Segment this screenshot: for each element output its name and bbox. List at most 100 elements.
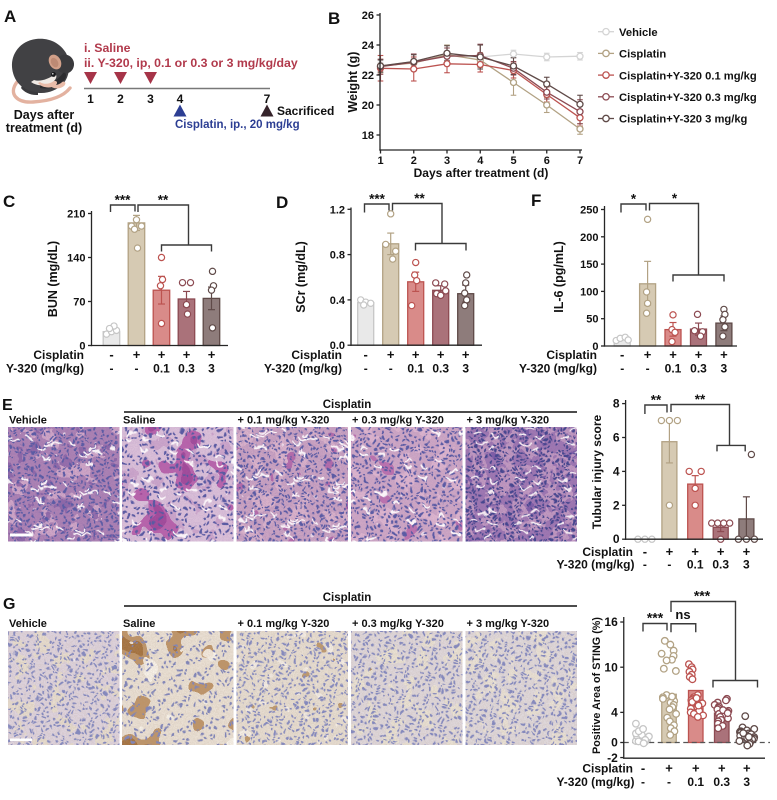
svg-text:+ 0.3 mg/kg Y-320: + 0.3 mg/kg Y-320 [352, 415, 444, 427]
svg-text:-: - [135, 362, 139, 376]
svg-text:Cisplatin+Y-320 3 mg/kg: Cisplatin+Y-320 3 mg/kg [619, 114, 748, 126]
svg-text:-: - [110, 362, 114, 376]
svg-text:6: 6 [544, 155, 550, 167]
svg-text:4: 4 [611, 706, 618, 720]
svg-text:2: 2 [117, 92, 124, 106]
svg-text:18: 18 [362, 130, 374, 142]
svg-text:+: + [133, 347, 141, 362]
svg-text:+: + [183, 347, 191, 362]
svg-text:Cisplatin: Cisplatin [323, 399, 372, 411]
svg-text:+ 3 mg/kg Y-320: + 3 mg/kg Y-320 [467, 415, 550, 427]
svg-text:0: 0 [79, 341, 85, 353]
svg-text:8: 8 [613, 397, 620, 411]
svg-text:Sacrificed: Sacrificed [277, 104, 334, 118]
svg-text:-: - [389, 362, 393, 376]
svg-text:+: + [208, 347, 216, 362]
svg-text:Days after: Days after [14, 108, 75, 122]
svg-text:+: + [412, 347, 420, 362]
svg-text:Cisplatin: Cisplatin [582, 762, 633, 776]
svg-text:+: + [387, 347, 395, 362]
svg-text:-: - [641, 761, 645, 776]
svg-text:+ 0.3 mg/kg Y-320: + 0.3 mg/kg Y-320 [352, 618, 444, 630]
svg-text:+: + [462, 347, 470, 362]
svg-text:Cisplatin: Cisplatin [582, 545, 633, 559]
svg-text:+: + [695, 347, 703, 362]
svg-text:26: 26 [362, 10, 374, 22]
svg-text:3: 3 [462, 362, 469, 376]
svg-text:100: 100 [580, 286, 598, 298]
svg-text:Positive Area of STING (%): Positive Area of STING (%) [591, 617, 603, 754]
svg-text:0.3: 0.3 [713, 775, 730, 789]
svg-text:Tubular injury score: Tubular injury score [590, 414, 604, 529]
svg-text:*: * [631, 192, 637, 207]
svg-text:Vehicle: Vehicle [9, 618, 47, 630]
svg-text:10: 10 [604, 660, 618, 674]
svg-text:3: 3 [444, 155, 450, 167]
svg-text:-: - [643, 558, 647, 572]
svg-text:-: - [643, 544, 647, 559]
svg-text:1.2: 1.2 [330, 204, 345, 216]
svg-text:+: + [743, 544, 751, 559]
svg-text:ii. Y-320, ip, 0.1 or 0.3 or 3: ii. Y-320, ip, 0.1 or 0.3 or 3 mg/kg/day [84, 56, 298, 70]
svg-text:ns: ns [675, 607, 690, 622]
svg-text:-2: -2 [607, 751, 618, 765]
svg-text:Y-320 (mg/kg): Y-320 (mg/kg) [556, 558, 634, 572]
svg-text:2: 2 [613, 498, 620, 512]
svg-text:Saline: Saline [123, 618, 155, 630]
svg-text:3: 3 [147, 92, 154, 106]
svg-text:-: - [667, 775, 671, 789]
svg-text:+: + [743, 761, 751, 776]
svg-text:Y-320 (mg/kg): Y-320 (mg/kg) [519, 362, 597, 376]
svg-text:treatment (d): treatment (d) [6, 121, 82, 135]
svg-text:Saline: Saline [123, 415, 155, 427]
svg-text:G: G [3, 596, 15, 613]
svg-text:70: 70 [73, 297, 85, 309]
svg-text:0.4: 0.4 [330, 295, 346, 307]
svg-text:A: A [4, 7, 16, 26]
svg-text:**: ** [695, 392, 706, 407]
svg-text:B: B [328, 9, 340, 28]
svg-text:+ 0.1 mg/kg Y-320: + 0.1 mg/kg Y-320 [238, 415, 330, 427]
svg-text:140: 140 [67, 253, 85, 265]
svg-text:6: 6 [613, 431, 620, 445]
svg-text:IL-6 (pg/mL): IL-6 (pg/mL) [552, 241, 566, 313]
svg-text:0: 0 [613, 532, 620, 546]
svg-text:***: *** [694, 588, 711, 604]
svg-text:E: E [2, 397, 13, 414]
svg-text:+: + [718, 761, 726, 776]
svg-text:**: ** [158, 193, 169, 208]
svg-text:-: - [641, 775, 645, 789]
svg-text:-: - [620, 362, 624, 376]
svg-text:***: *** [115, 193, 132, 208]
svg-text:4: 4 [177, 92, 184, 106]
svg-text:Cisplatin: Cisplatin [619, 49, 666, 61]
svg-text:0: 0 [592, 341, 598, 353]
svg-text:3: 3 [743, 558, 750, 572]
svg-text:***: *** [647, 610, 664, 626]
svg-text:-: - [620, 347, 624, 362]
svg-text:+: + [665, 761, 673, 776]
svg-text:+ 0.1 mg/kg Y-320: + 0.1 mg/kg Y-320 [238, 618, 330, 630]
svg-text:0.3: 0.3 [178, 362, 195, 376]
svg-text:4: 4 [613, 464, 620, 478]
svg-text:+: + [692, 761, 700, 776]
svg-text:+ 3 mg/kg Y-320: + 3 mg/kg Y-320 [467, 618, 550, 630]
svg-text:50: 50 [586, 314, 598, 326]
svg-text:0.3: 0.3 [712, 558, 729, 572]
svg-text:Cisplatin: Cisplatin [291, 348, 342, 362]
svg-text:1: 1 [377, 155, 383, 167]
svg-text:3: 3 [743, 775, 750, 789]
svg-text:200: 200 [580, 232, 598, 244]
svg-text:3: 3 [721, 362, 728, 376]
svg-text:-: - [667, 558, 671, 572]
svg-text:5: 5 [510, 155, 516, 167]
svg-text:7: 7 [577, 155, 583, 167]
svg-text:0.1: 0.1 [687, 775, 704, 789]
svg-text:Cisplatin, ip., 20 mg/kg: Cisplatin, ip., 20 mg/kg [175, 119, 300, 131]
svg-text:-: - [109, 347, 113, 362]
svg-text:***: *** [369, 192, 386, 207]
svg-text:150: 150 [580, 259, 598, 271]
svg-text:22: 22 [362, 70, 374, 82]
svg-text:+: + [158, 347, 166, 362]
svg-text:0.1: 0.1 [153, 362, 170, 376]
